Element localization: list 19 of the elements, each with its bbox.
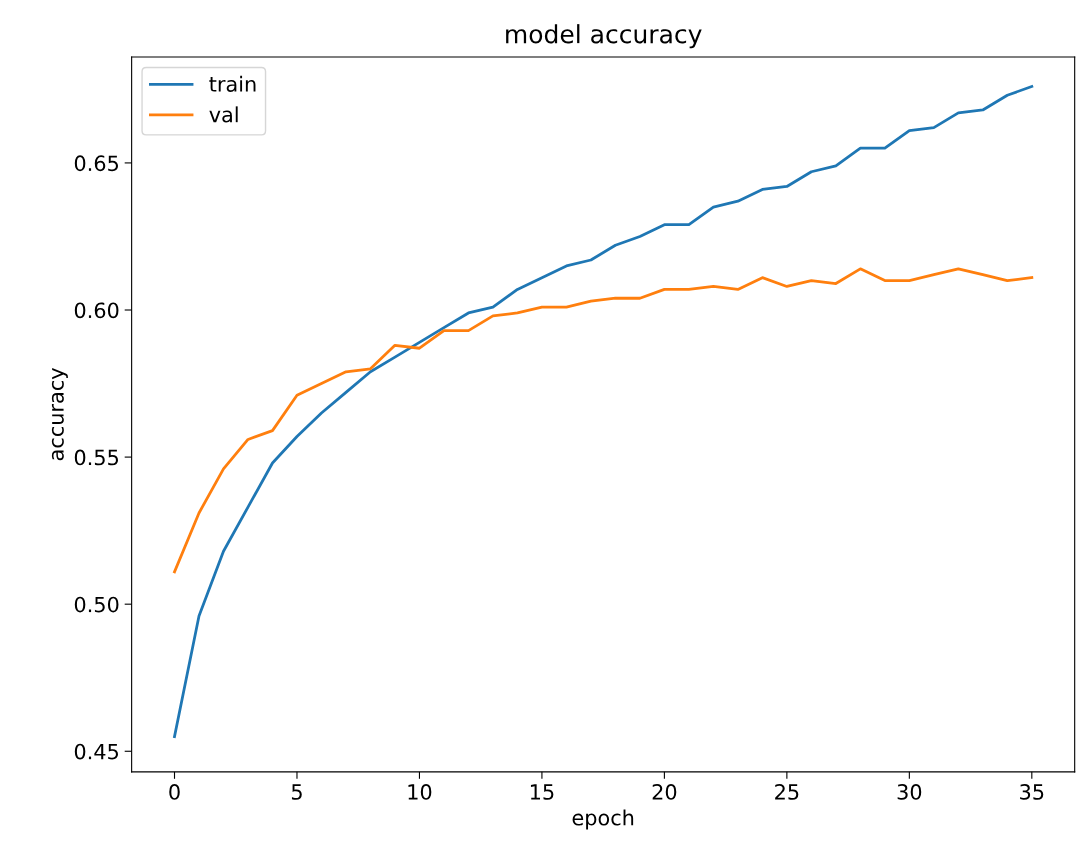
x-tick-label: 15 <box>530 784 554 800</box>
chart-title: model accuracy <box>506 24 702 49</box>
legend-label: train <box>209 75 256 92</box>
y-axis-title: accuracy <box>51 368 68 461</box>
y-tick-label: 0.65 <box>74 155 119 172</box>
x-tick-label: 35 <box>1020 784 1044 800</box>
x-tick-label: 10 <box>408 784 432 800</box>
x-tick-label: 25 <box>775 784 799 800</box>
x-tick-label: 5 <box>291 784 302 800</box>
y-tick-label: 0.50 <box>74 596 119 613</box>
x-tick-label: 0 <box>169 784 180 800</box>
legend-label: val <box>209 106 238 123</box>
x-tick-label: 30 <box>897 784 922 800</box>
y-tick-label: 0.55 <box>74 449 119 466</box>
x-tick-label: 20 <box>652 784 677 800</box>
y-tick-label: 0.60 <box>74 302 119 319</box>
y-tick-label: 0.45 <box>74 743 119 760</box>
line-series <box>173 267 1034 574</box>
x-axis-title: epoch <box>572 809 634 830</box>
